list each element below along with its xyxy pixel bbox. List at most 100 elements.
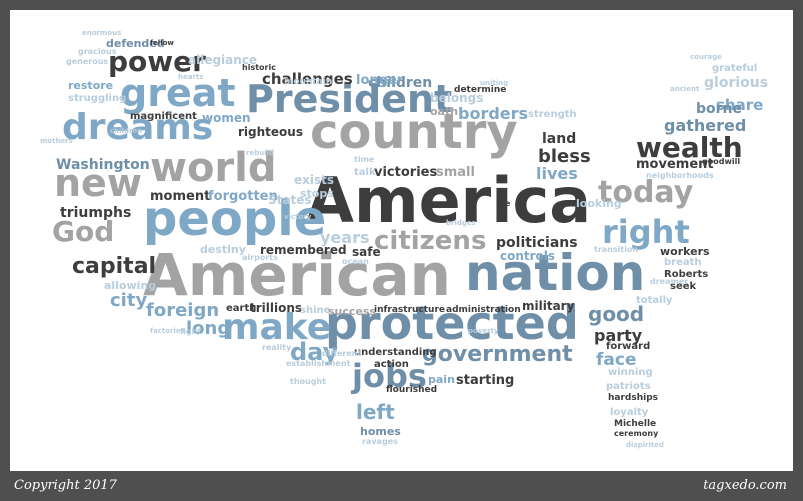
cloud-word: Washington	[56, 157, 150, 173]
cloud-word: gathered	[664, 116, 747, 135]
cloud-word: ocean	[342, 257, 369, 266]
cloud-word: lives	[536, 164, 578, 183]
cloud-word: jobs	[352, 357, 427, 395]
cloud-word: movement	[636, 157, 714, 172]
cloud-word: ceremony	[614, 429, 659, 438]
cloud-word: God	[52, 215, 115, 248]
cloud-word: pain	[428, 373, 455, 386]
cloud-word: bless	[538, 146, 591, 167]
cloud-word: people	[143, 191, 327, 247]
cloud-word: face	[596, 350, 637, 370]
cloud-word: left	[356, 400, 395, 424]
cloud-word: small	[436, 165, 475, 180]
cloud-word: defended	[106, 37, 165, 50]
cloud-word: understanding	[354, 347, 437, 358]
cloud-word: President	[246, 77, 453, 121]
cloud-word: seek	[670, 281, 697, 292]
cloud-word: workers	[660, 245, 710, 258]
cloud-word: ravages	[362, 437, 398, 446]
cloud-word: hearts	[178, 73, 204, 81]
cloud-word: starting	[456, 373, 515, 388]
copyright-label: Copyright 2017	[14, 478, 117, 493]
cloud-word: mountain	[284, 77, 333, 87]
cloud-word: children	[110, 127, 143, 135]
cloud-word: time	[354, 155, 375, 164]
cloud-word: party	[594, 326, 643, 345]
cloud-word: neighborhoods	[646, 171, 714, 180]
cloud-word: infrastructure	[374, 305, 446, 315]
cloud-word: earth	[226, 303, 257, 314]
cloud-word: power	[108, 45, 206, 78]
cloud-word: ancient	[670, 85, 700, 93]
cloud-word: success	[328, 305, 376, 318]
cloud-word: country	[310, 104, 518, 160]
cloud-word: breath	[664, 257, 702, 268]
cloud-word: glorious	[704, 75, 769, 91]
cloud-word: city	[110, 290, 148, 311]
cloud-word: world	[150, 145, 277, 191]
cloud-word: fight	[180, 327, 202, 336]
cloud-word: winning	[608, 367, 653, 378]
cloud-word: administration	[446, 305, 521, 315]
cloud-word: action	[374, 359, 409, 370]
cloud-word: challenges	[262, 70, 353, 88]
cloud-word: borne	[696, 101, 743, 117]
site-credit: tagxedo.com	[703, 478, 787, 493]
cloud-word: dreams	[62, 107, 214, 148]
cloud-word: long	[186, 318, 231, 339]
cloud-word: rebuild	[246, 149, 275, 157]
cloud-word: flourished	[386, 385, 438, 395]
cloud-word: America	[306, 164, 592, 237]
word-cloud-canvas: America American nation people protected coun…	[10, 10, 793, 471]
cloud-word: belongs	[430, 91, 484, 105]
cloud-word: military	[522, 299, 575, 313]
cloud-word: women	[202, 111, 251, 125]
cloud-word: government	[422, 342, 573, 367]
cloud-word: loyalty	[610, 407, 649, 418]
cloud-word: longer	[356, 73, 404, 88]
cloud-word: enormous	[82, 29, 122, 37]
cloud-word: wealth	[636, 131, 743, 164]
cloud-word: totally	[636, 295, 673, 306]
cloud-word: courage	[690, 53, 722, 61]
cloud-word: different	[322, 349, 362, 358]
cloud-word: today	[598, 175, 694, 210]
cloud-word: forgotten	[208, 189, 278, 204]
cloud-word: foreign	[146, 300, 220, 321]
cloud-word: shine	[300, 305, 331, 316]
cloud-word: capital	[72, 254, 157, 279]
cloud-word: dreamer	[650, 277, 689, 286]
cloud-word: great	[120, 71, 236, 115]
cloud-word: hardships	[608, 393, 659, 403]
cloud-word: homes	[360, 425, 401, 438]
cloud-word: remembered	[260, 243, 347, 257]
cloud-word: generous	[66, 57, 109, 66]
cloud-word: patriots	[606, 381, 651, 392]
cloud-word: day	[290, 338, 339, 366]
cloud-word: thought	[290, 377, 326, 386]
usa-map-word-cloud: America American nation people protected coun…	[10, 10, 793, 471]
cloud-word: struggling	[68, 93, 127, 104]
cloud-word: dispirited	[626, 441, 664, 449]
cloud-word: stops	[300, 187, 334, 200]
cloud-word: grateful	[712, 63, 758, 74]
cloud-word: protected	[325, 296, 579, 350]
cloud-word: trillions	[250, 301, 303, 315]
cloud-word: good	[588, 302, 645, 326]
cloud-word: years	[320, 228, 370, 247]
cloud-word: moment	[150, 189, 211, 204]
cloud-word: historic	[242, 63, 276, 72]
cloud-word: strength	[528, 109, 577, 120]
cloud-word: citizens	[374, 226, 487, 256]
cloud-word: gracious	[78, 47, 117, 56]
cloud-word: destiny	[200, 243, 246, 256]
cloud-word: uniting	[480, 79, 509, 87]
cloud-word: Roberts	[664, 269, 709, 280]
cloud-word: goodwill	[702, 157, 741, 166]
cloud-word: politicians	[496, 235, 578, 251]
cloud-word: borders	[458, 104, 529, 123]
cloud-word: transition	[594, 245, 639, 254]
cloud-word: talk	[354, 167, 376, 178]
cloud-word: factories	[150, 327, 185, 335]
cloud-word: righteous	[238, 125, 303, 139]
